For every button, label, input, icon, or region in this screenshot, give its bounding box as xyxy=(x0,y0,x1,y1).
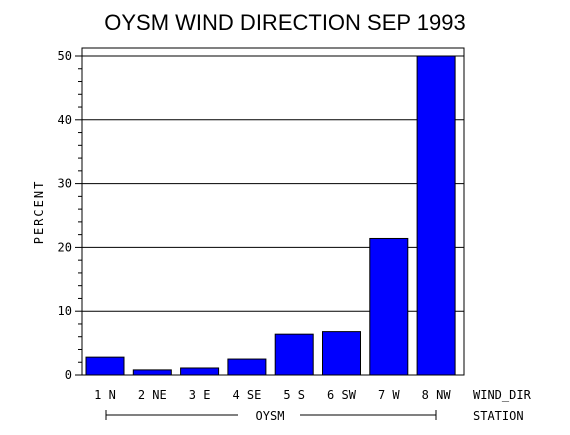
x-tick-label: 4 SE xyxy=(232,388,261,402)
y-tick-label: 30 xyxy=(58,177,72,191)
bar xyxy=(416,55,456,376)
bar xyxy=(85,356,125,376)
x-tick-label: 6 SW xyxy=(327,388,357,402)
y-tick-label: 40 xyxy=(58,113,72,127)
y-tick-label: 10 xyxy=(58,304,72,318)
x-tick-label: 3 E xyxy=(189,388,211,402)
group-label: OYSM xyxy=(256,409,285,423)
y-tick-label: 50 xyxy=(58,49,72,63)
x-tick-label: 7 W xyxy=(378,388,400,402)
bar xyxy=(227,358,267,376)
bar xyxy=(322,331,361,376)
y-axis-label: PERCENT xyxy=(32,180,46,245)
x-tick-label: 8 NW xyxy=(422,388,452,402)
bar xyxy=(132,369,172,376)
y-tick-label: 20 xyxy=(58,240,72,254)
y-tick-label: 0 xyxy=(65,368,72,382)
group-axis-label: STATION xyxy=(473,409,524,423)
bar xyxy=(369,237,409,376)
bar xyxy=(274,333,314,376)
x-tick-label: 2 NE xyxy=(138,388,167,402)
chart-title: OYSM WIND DIRECTION SEP 1993 xyxy=(104,10,465,35)
plot-frame xyxy=(81,47,465,376)
x-axis: 1 N 2 NE 3 E 4 SE 5 S 6 SW 7 W 8 NW xyxy=(94,388,451,402)
x-axis-label: WIND_DIR xyxy=(473,388,532,402)
bars xyxy=(85,55,456,376)
y-axis: 0 10 20 30 40 50 xyxy=(58,49,82,382)
x-tick-label: 5 S xyxy=(283,388,305,402)
bar xyxy=(180,367,220,376)
x-tick-label: 1 N xyxy=(94,388,116,402)
